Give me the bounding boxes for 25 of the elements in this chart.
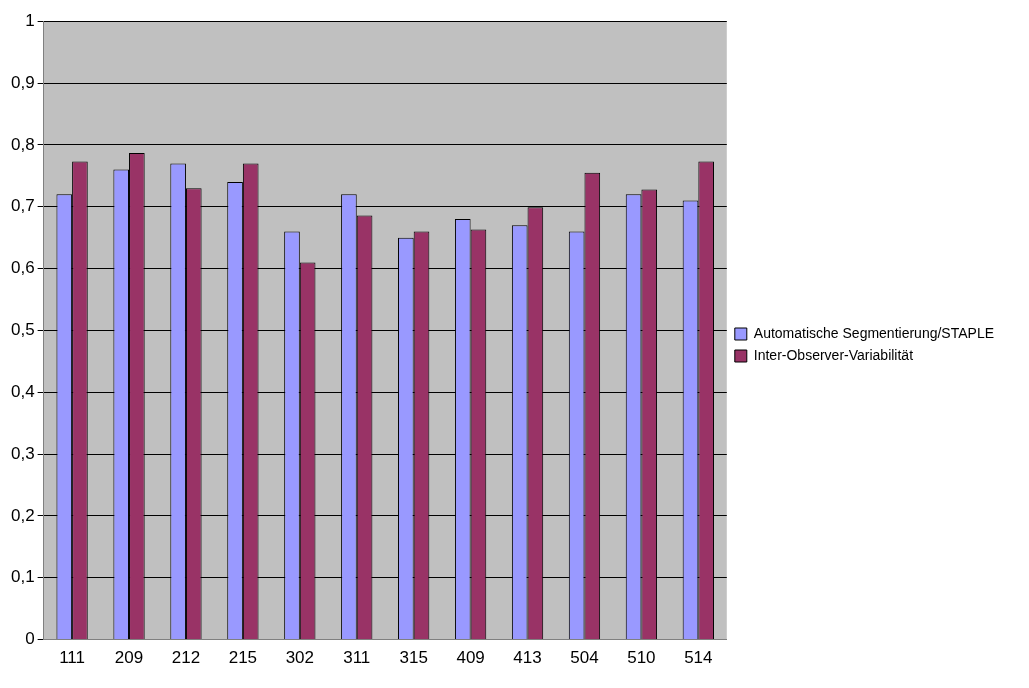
- x-tick-label: 111: [59, 648, 86, 668]
- y-tick-label: 1: [25, 10, 35, 30]
- y-tick-label: 0,1: [10, 567, 35, 587]
- x-tick-label: 413: [513, 648, 542, 668]
- y-tick-label: 0,3: [10, 443, 35, 463]
- x-tick-label: 315: [399, 648, 428, 668]
- x-tick-label: 311: [343, 648, 371, 668]
- x-tick-label: 510: [627, 648, 656, 668]
- y-tick-label: 0,6: [10, 258, 35, 278]
- y-tick-label: 0,2: [10, 505, 35, 525]
- legend-label: Inter-Observer-Variabilität: [753, 346, 914, 363]
- x-tick-label: 302: [285, 648, 315, 668]
- x-tick-label: 504: [570, 648, 599, 668]
- y-tick-label: 0: [25, 629, 35, 649]
- y-tick-label: 0,9: [10, 72, 35, 92]
- x-tick-label: 514: [684, 648, 713, 668]
- y-tick-label: 0,5: [10, 320, 35, 340]
- legend-label: Automatische Segmentierung/STAPLE: [753, 324, 994, 341]
- y-tick-label: 0,4: [10, 381, 35, 401]
- x-tick-label: 209: [114, 648, 144, 668]
- x-tick-label: 215: [228, 648, 258, 668]
- x-tick-label: 409: [456, 648, 485, 668]
- y-tick-label: 0,8: [10, 134, 35, 154]
- x-tick-label: 212: [171, 648, 201, 668]
- y-tick-label: 0,7: [10, 196, 35, 216]
